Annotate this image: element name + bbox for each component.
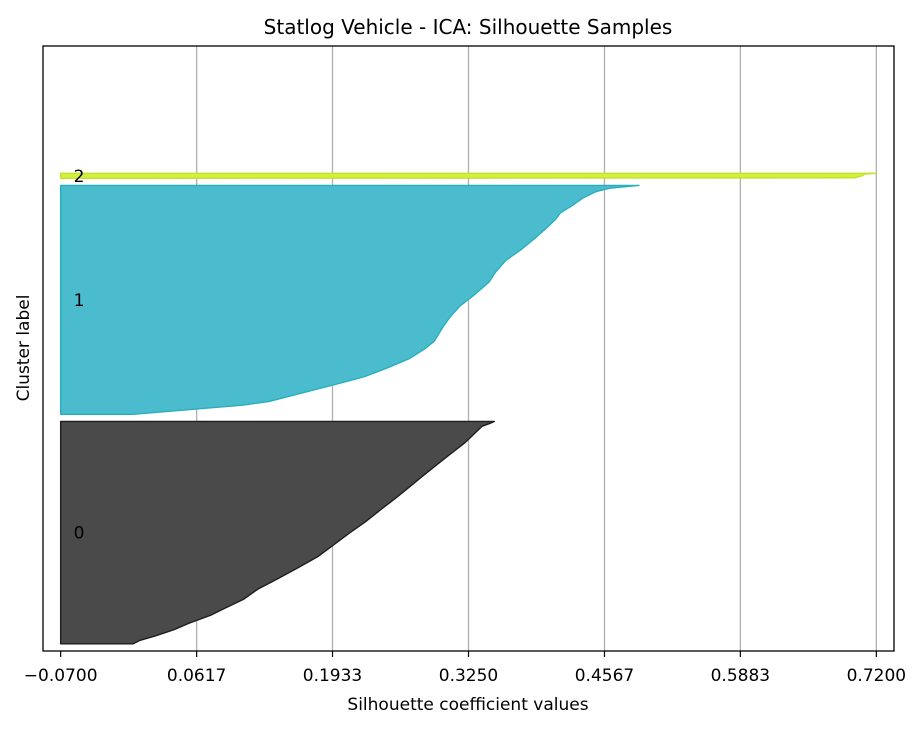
x-tick-label: 0.1933 — [303, 666, 362, 686]
cluster-0-label: 0 — [74, 524, 85, 544]
x-tick-label: 0.7200 — [847, 666, 906, 686]
cluster-label-layer: 0 1 2 — [74, 167, 85, 544]
cluster-0-silhouette — [59, 420, 496, 645]
x-tick-label: −0.0700 — [24, 666, 98, 686]
cluster-2-label: 2 — [74, 167, 85, 187]
y-axis-label: Cluster label — [14, 295, 34, 402]
cluster-2-silhouette — [59, 172, 878, 179]
x-tick-label: 0.3250 — [439, 666, 498, 686]
chart-title: Statlog Vehicle - ICA: Silhouette Sample… — [264, 15, 673, 39]
cluster-1-label: 1 — [74, 291, 85, 311]
x-axis-label: Silhouette coefficient values — [347, 695, 588, 715]
x-tick-label: 0.5883 — [711, 666, 770, 686]
x-tick-layer: −0.0700 0.0617 0.1933 0.3250 0.4567 0.5883 0.7… — [24, 651, 906, 686]
x-tick-label: 0.0617 — [167, 666, 226, 686]
cluster-1-silhouette — [59, 184, 640, 415]
x-tick-label: 0.4567 — [575, 666, 634, 686]
series-layer — [59, 172, 878, 645]
